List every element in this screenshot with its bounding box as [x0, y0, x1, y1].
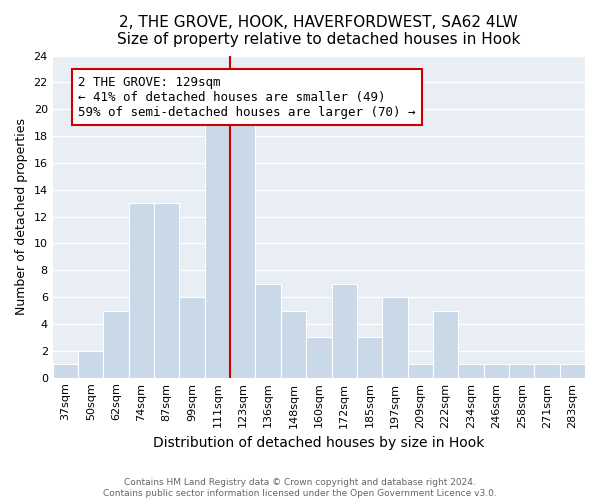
Title: 2, THE GROVE, HOOK, HAVERFORDWEST, SA62 4LW
Size of property relative to detache: 2, THE GROVE, HOOK, HAVERFORDWEST, SA62 …	[117, 15, 521, 48]
Bar	[205, 109, 230, 378]
Bar	[433, 310, 458, 378]
Bar	[332, 284, 357, 378]
X-axis label: Distribution of detached houses by size in Hook: Distribution of detached houses by size …	[153, 436, 485, 450]
Bar	[281, 310, 306, 378]
Bar	[306, 338, 332, 378]
Bar	[129, 203, 154, 378]
Bar	[103, 310, 129, 378]
Text: Contains HM Land Registry data © Crown copyright and database right 2024.
Contai: Contains HM Land Registry data © Crown c…	[103, 478, 497, 498]
Bar	[179, 297, 205, 378]
Bar	[230, 122, 256, 378]
Bar	[53, 364, 78, 378]
Bar	[78, 351, 103, 378]
Bar	[509, 364, 535, 378]
Bar	[357, 338, 382, 378]
Text: 2 THE GROVE: 129sqm
← 41% of detached houses are smaller (49)
59% of semi-detach: 2 THE GROVE: 129sqm ← 41% of detached ho…	[78, 76, 416, 118]
Bar	[154, 203, 179, 378]
Bar	[484, 364, 509, 378]
Bar	[458, 364, 484, 378]
Y-axis label: Number of detached properties: Number of detached properties	[15, 118, 28, 315]
Bar	[535, 364, 560, 378]
Bar	[407, 364, 433, 378]
Bar	[256, 284, 281, 378]
Bar	[382, 297, 407, 378]
Bar	[560, 364, 585, 378]
